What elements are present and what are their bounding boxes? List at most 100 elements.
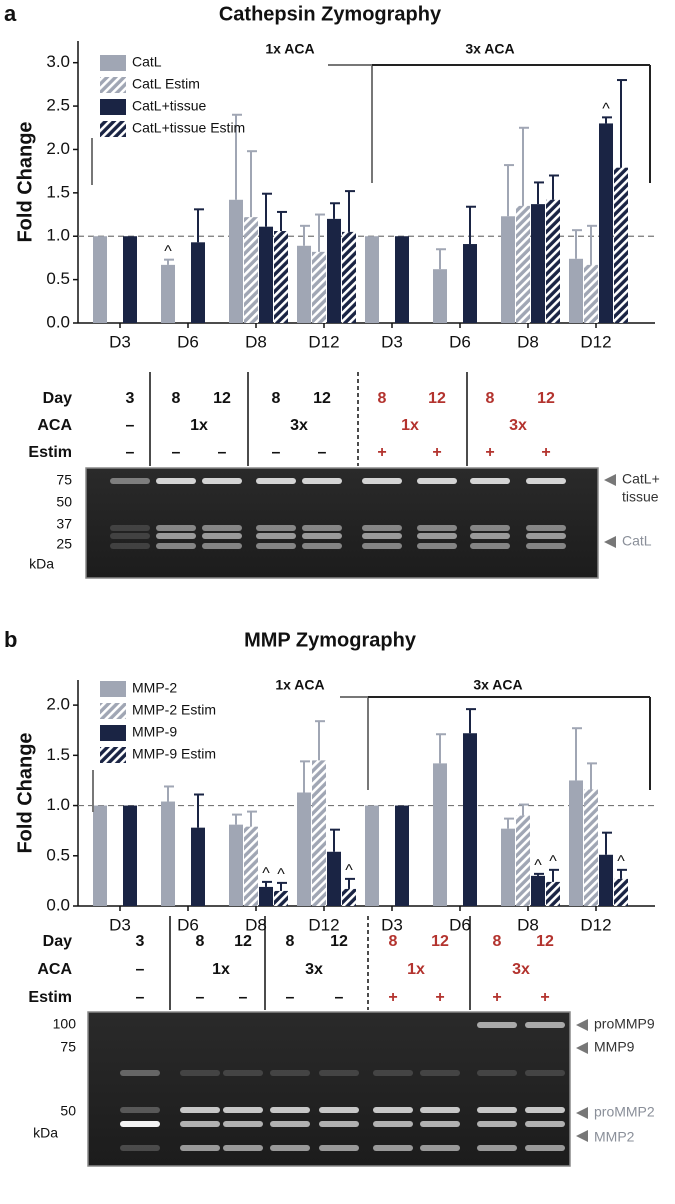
y-tick-label: 2.0 xyxy=(46,139,70,158)
cell: – xyxy=(196,989,205,1006)
bar xyxy=(463,244,477,323)
cell: 12 xyxy=(537,390,555,407)
gel-band xyxy=(362,478,402,484)
significance-mark: ^ xyxy=(262,865,270,882)
x-tick-label: D3 xyxy=(109,332,131,351)
bar xyxy=(327,218,341,323)
ladder-unit: kDa xyxy=(33,1125,58,1141)
cell: – xyxy=(218,444,227,461)
bar xyxy=(274,890,288,906)
gel-band xyxy=(373,1121,413,1127)
legend-swatch xyxy=(100,77,126,93)
y-tick-label: 0.0 xyxy=(46,895,70,914)
error-bar xyxy=(587,224,597,265)
cell: 3 xyxy=(126,390,135,407)
gel-band xyxy=(526,543,566,549)
gel-band xyxy=(319,1107,359,1113)
gel-band xyxy=(470,525,510,531)
cell: + xyxy=(485,444,494,461)
cell: – xyxy=(286,989,295,1006)
gel-band xyxy=(477,1145,517,1151)
cell: 12 xyxy=(330,933,348,950)
cell: + xyxy=(377,444,386,461)
x-tick-label: D12 xyxy=(308,915,339,934)
y-tick-label: 0.5 xyxy=(46,269,70,288)
gel-band xyxy=(420,1107,460,1113)
cell: 3x xyxy=(509,417,527,434)
significance-mark: ^ xyxy=(549,853,557,870)
bar xyxy=(297,245,311,323)
band-arrow xyxy=(576,1019,588,1031)
significance-mark: ^ xyxy=(534,857,542,874)
x-tick-label: D12 xyxy=(580,915,611,934)
ladder-label: 25 xyxy=(56,536,72,552)
cell: 8 xyxy=(486,390,495,407)
gel-band xyxy=(373,1145,413,1151)
gel-band xyxy=(223,1121,263,1127)
bar xyxy=(531,204,545,323)
y-tick-label: 0.5 xyxy=(46,845,70,864)
bar xyxy=(433,763,447,906)
ladder-label: 75 xyxy=(56,472,72,488)
error-bar xyxy=(330,202,340,219)
gel-band xyxy=(362,533,402,539)
bar xyxy=(569,780,583,906)
cell: – xyxy=(272,444,281,461)
x-tick-label: D3 xyxy=(381,332,403,351)
y-tick-label: 1.0 xyxy=(46,795,70,814)
gel-band xyxy=(120,1145,160,1151)
bar xyxy=(395,805,409,906)
significance-mark: ^ xyxy=(164,243,172,260)
error-bar xyxy=(466,205,476,245)
gel-band xyxy=(180,1107,220,1113)
legend-swatch xyxy=(100,681,126,697)
gel-band xyxy=(477,1022,517,1028)
legend-swatch xyxy=(100,121,126,137)
gel-band xyxy=(525,1022,565,1028)
error-bar xyxy=(315,720,325,761)
gel-band xyxy=(477,1107,517,1113)
legend-swatch xyxy=(100,55,126,71)
cell: 1x xyxy=(212,961,230,978)
x-tick-label: D12 xyxy=(580,332,611,351)
cell: – xyxy=(239,989,248,1006)
ladder-label: 37 xyxy=(56,516,72,532)
error-bar xyxy=(587,762,597,790)
bar xyxy=(259,886,273,906)
y-tick-label: 2.5 xyxy=(46,96,70,115)
error-bar xyxy=(602,831,612,855)
gel-band xyxy=(470,533,510,539)
legend-swatch xyxy=(100,747,126,763)
ladder-label: 75 xyxy=(60,1039,76,1055)
significance-mark: ^ xyxy=(602,101,610,118)
bar xyxy=(327,851,341,906)
legend-label: MMP-9 xyxy=(132,724,177,740)
legend-label: MMP-2 Estim xyxy=(132,702,216,718)
gel-band xyxy=(270,1107,310,1113)
bar xyxy=(244,826,258,906)
gel-band xyxy=(110,478,150,484)
cell: 12 xyxy=(213,390,231,407)
significance-mark: ^ xyxy=(345,862,353,879)
error-bar xyxy=(519,803,529,816)
gel-band xyxy=(256,525,296,531)
error-bar xyxy=(247,150,257,218)
row-label: Estim xyxy=(28,989,72,1006)
bar xyxy=(274,231,288,323)
x-tick-label: D6 xyxy=(177,332,199,351)
error-bar xyxy=(519,126,529,206)
cell: 12 xyxy=(234,933,252,950)
gel-band xyxy=(156,543,196,549)
bar xyxy=(244,217,258,323)
bar xyxy=(569,258,583,323)
gel-band xyxy=(525,1070,565,1076)
gel-band xyxy=(373,1107,413,1113)
cell: + xyxy=(388,989,397,1006)
bar xyxy=(123,236,137,323)
gel-band xyxy=(120,1070,160,1076)
error-bar xyxy=(300,224,310,246)
band-arrow xyxy=(604,474,616,486)
error-bar xyxy=(232,813,242,825)
cell: + xyxy=(432,444,441,461)
bar xyxy=(546,199,560,323)
